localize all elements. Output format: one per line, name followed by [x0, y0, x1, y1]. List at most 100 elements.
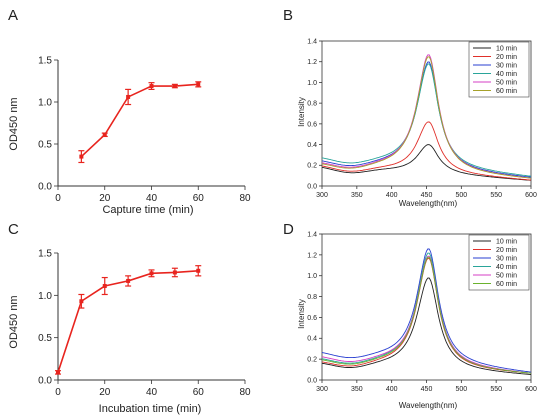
legend-label-d: 30 min	[496, 256, 517, 263]
x-tick-label-c: 0	[55, 387, 61, 398]
y-tick-label-c: 1.0	[38, 291, 52, 302]
x-tick-label-a: 0	[55, 193, 61, 204]
data-point-a	[172, 84, 177, 89]
x-tick-label-d: 600	[525, 386, 537, 393]
y-axis-label-d: Intensity	[297, 299, 306, 329]
spectrum-line-b-3	[321, 61, 532, 178]
x-tick-label-b: 450	[421, 192, 433, 199]
y-tick-label-a: 1.5	[38, 56, 52, 67]
x-tick-label-b: 500	[455, 192, 467, 199]
panel-label-b: B	[283, 7, 293, 24]
legend-label-d: 60 min	[496, 281, 517, 288]
panel-label-d: D	[283, 221, 294, 238]
y-tick-label-a: 0.5	[38, 140, 52, 151]
x-tick-label-b: 550	[490, 192, 502, 199]
data-point-c	[196, 268, 201, 273]
spectrum-line-b-6	[321, 56, 532, 179]
spectrum-line-d-5	[321, 255, 532, 374]
y-tick-label-c: 1.5	[38, 249, 52, 260]
y-axis-label-c: OD450 nm	[8, 295, 20, 348]
spectrum-line-b-2	[321, 121, 532, 181]
x-tick-label-c: 20	[99, 387, 111, 398]
x-tick-label-a: 40	[146, 193, 158, 204]
legend-label-b: 60 min	[496, 88, 517, 95]
spectrum-line-d-3	[321, 248, 532, 373]
data-point-c	[149, 271, 154, 276]
y-tick-label-d: 0.0	[307, 377, 317, 384]
data-point-c	[56, 370, 60, 375]
x-tick-label-d: 400	[386, 386, 398, 393]
y-tick-label-b: 1.4	[307, 38, 317, 45]
y-tick-label-b: 0.6	[307, 121, 317, 128]
x-tick-label-c: 80	[239, 387, 251, 398]
series-line-a	[80, 83, 199, 158]
x-tick-label-d: 300	[316, 386, 328, 393]
legend-label-d: 50 min	[496, 273, 517, 280]
data-point-a	[126, 94, 131, 99]
data-point-c	[126, 278, 131, 283]
legend-label-b: 20 min	[496, 54, 517, 61]
x-tick-label-b: 600	[525, 192, 537, 199]
y-tick-label-b: 0.2	[307, 163, 317, 170]
y-tick-label-a: 1.0	[38, 98, 52, 109]
x-tick-label-d: 350	[351, 386, 363, 393]
data-point-a	[102, 132, 107, 137]
y-tick-label-b: 0.4	[307, 142, 317, 149]
y-tick-label-b: 1.2	[307, 59, 317, 66]
spectrum-line-b-1	[321, 144, 532, 181]
x-axis-label-d: Wavelength(nm)	[399, 401, 458, 410]
legend-label-b: 10 min	[496, 46, 517, 53]
panel-c: C 0 20 40 60 80 0.0 0.5 1.0 1.5 Incubation time …	[8, 221, 251, 415]
y-tick-label-b: 0.0	[307, 183, 317, 190]
legend-box-b	[468, 41, 530, 98]
y-tick-label-b: 0.8	[307, 101, 317, 108]
y-tick-label-d: 0.4	[307, 336, 317, 343]
x-tick-label-a: 80	[239, 193, 251, 204]
data-point-c	[79, 299, 84, 304]
spectrum-line-d-1	[321, 277, 532, 375]
x-axis-label-b: Wavelength(nm)	[399, 199, 458, 208]
y-tick-label-c: 0.0	[38, 376, 52, 387]
x-axis-label-c: Incubation time (min)	[99, 403, 202, 415]
x-tick-label-d: 550	[490, 386, 502, 393]
y-tick-label-c: 0.5	[38, 333, 52, 344]
data-point-a	[149, 84, 154, 89]
x-tick-label-b: 350	[351, 192, 363, 199]
y-tick-label-d: 1.4	[307, 231, 317, 238]
spectrum-line-b-4	[321, 63, 532, 177]
panel-label-a: A	[8, 7, 18, 24]
x-tick-label-c: 40	[146, 387, 158, 398]
panel-d: D 300 350 400 450 500 550 600 0.0 0.2 0.4 0.6 0.8 1.…	[283, 221, 537, 410]
spectrum-line-d-6	[321, 256, 532, 374]
x-tick-label-c: 60	[193, 387, 205, 398]
data-point-c	[102, 284, 107, 289]
data-point-a	[196, 82, 201, 87]
x-tick-label-b: 300	[316, 192, 328, 199]
legend-label-d: 20 min	[496, 247, 517, 254]
y-tick-label-d: 0.2	[307, 357, 317, 364]
y-tick-label-a: 0.0	[38, 182, 52, 193]
x-tick-label-d: 450	[421, 386, 433, 393]
legend-label-b: 40 min	[496, 71, 517, 78]
legend-label-d: 10 min	[496, 239, 517, 246]
data-point-c	[172, 270, 177, 275]
y-tick-label-d: 0.6	[307, 315, 317, 322]
legend-box-d	[468, 234, 530, 291]
y-tick-label-d: 1.0	[307, 273, 317, 280]
legend-label-b: 50 min	[496, 80, 517, 87]
x-tick-label-a: 60	[193, 193, 205, 204]
y-tick-label-d: 1.2	[307, 252, 317, 259]
legend-label-b: 30 min	[496, 63, 517, 70]
legend-label-d: 40 min	[496, 264, 517, 271]
data-point-a	[79, 154, 84, 159]
panel-label-c: C	[8, 221, 19, 238]
x-tick-label-d: 500	[455, 386, 467, 393]
panel-a: A 0 20 40 60 80 0.0 0.5 1.0 1.5 Capture time (mi…	[8, 7, 251, 216]
x-tick-label-b: 400	[386, 192, 398, 199]
x-tick-label-a: 20	[99, 193, 111, 204]
y-axis-label-a: OD450 nm	[8, 97, 20, 150]
panel-b: B 300 350 400 450 500 550 600 0.0 0.2 0.4 0.6 0.8 1.…	[283, 7, 537, 208]
y-tick-label-d: 0.8	[307, 294, 317, 301]
y-axis-label-b: Intensity	[297, 97, 306, 127]
